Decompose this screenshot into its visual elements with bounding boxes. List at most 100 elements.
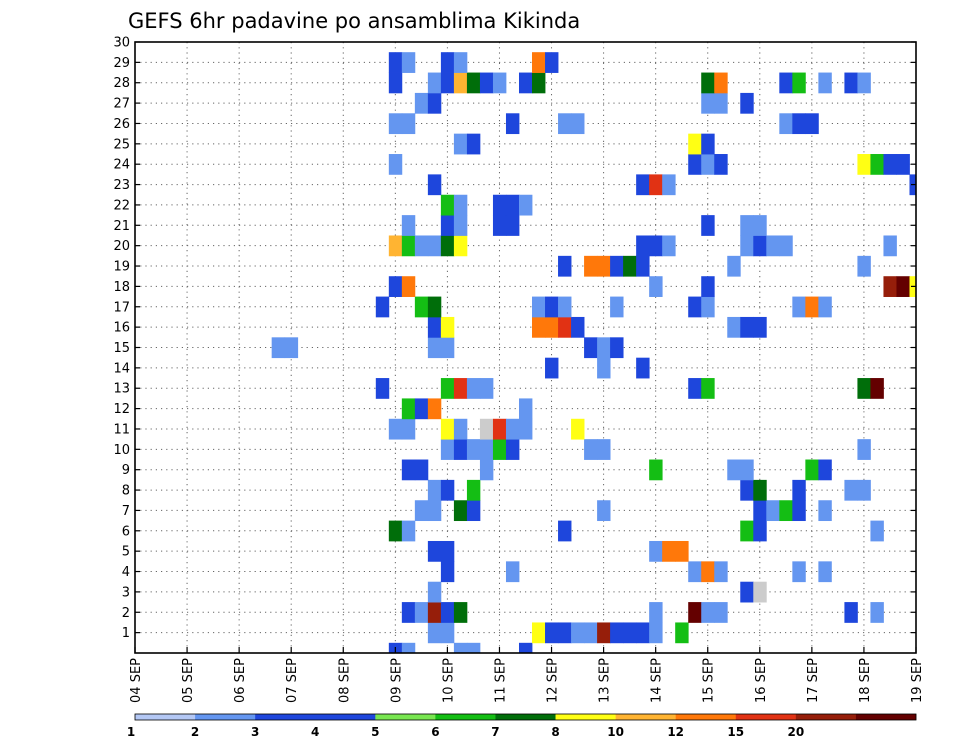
x-tick-label: 08 SEP xyxy=(337,658,352,703)
heatmap-cell xyxy=(818,500,832,522)
heatmap-cell xyxy=(701,296,715,318)
heatmap-cell xyxy=(896,154,910,175)
heatmap-cell xyxy=(688,561,702,583)
heatmap-cell xyxy=(440,479,455,501)
heatmap-cell xyxy=(440,378,455,399)
x-tick-label: 12 SEP xyxy=(546,658,561,703)
heatmap-cell xyxy=(440,602,455,623)
heatmap-cell xyxy=(584,337,598,359)
y-tick-label: 27 xyxy=(113,97,130,112)
heatmap-cell xyxy=(675,622,689,644)
heatmap-cell xyxy=(818,296,832,318)
heatmap-cell xyxy=(740,581,754,603)
heatmap-cell xyxy=(857,154,871,175)
heatmap-cell xyxy=(401,602,416,623)
heatmap-cell xyxy=(505,418,520,440)
y-tick-label: 6 xyxy=(122,524,130,539)
colorbar-label: 5 xyxy=(371,725,379,739)
heatmap-cell xyxy=(440,235,455,257)
heatmap-cell xyxy=(857,479,871,501)
heatmap-cell xyxy=(701,133,715,155)
y-tick-label: 17 xyxy=(113,300,130,315)
heatmap-cell xyxy=(440,72,455,94)
heatmap-cell xyxy=(505,194,520,216)
y-tick-label: 20 xyxy=(113,239,130,254)
heatmap-cell xyxy=(792,500,806,522)
heatmap-cell xyxy=(466,72,481,94)
heatmap-cell xyxy=(532,52,546,73)
y-tick-label: 18 xyxy=(113,280,130,295)
heatmap-cell xyxy=(857,72,871,94)
heatmap-cell xyxy=(727,459,741,481)
heatmap-cell xyxy=(792,561,806,583)
colorbar-segment xyxy=(315,714,376,720)
heatmap-cell xyxy=(792,479,806,501)
heatmap-cell xyxy=(701,276,715,297)
heatmap-cell xyxy=(375,296,390,318)
heatmap-cell xyxy=(427,296,442,318)
heatmap-cell xyxy=(453,72,468,94)
heatmap-cell xyxy=(505,561,520,583)
colorbar-label: 4 xyxy=(311,725,319,739)
heatmap-cell xyxy=(427,479,442,501)
colorbar-legend: 1 2 3 4 5 6 7 8 10 12 15 20 xyxy=(127,713,917,739)
heatmap-cell xyxy=(597,439,611,460)
cells-layer xyxy=(271,52,917,654)
heatmap-cell xyxy=(466,439,481,460)
heatmap-cell xyxy=(662,235,676,257)
y-tick-label: 16 xyxy=(113,321,130,336)
heatmap-cell xyxy=(440,194,455,216)
heatmap-cell xyxy=(401,276,416,297)
heatmap-cell xyxy=(505,113,520,135)
heatmap-cell xyxy=(636,255,650,277)
heatmap-cell xyxy=(388,113,403,135)
heatmap-cell xyxy=(597,357,611,379)
heatmap-cell xyxy=(440,215,455,236)
heatmap-cell xyxy=(388,52,403,73)
heatmap-cell xyxy=(532,296,546,318)
heatmap-cell xyxy=(427,622,442,644)
heatmap-cell xyxy=(883,235,897,257)
heatmap-cell xyxy=(558,520,572,542)
heatmap-cell xyxy=(779,500,793,522)
heatmap-cell xyxy=(440,418,455,440)
x-tick-label: 05 SEP xyxy=(181,658,196,703)
heatmap-cell xyxy=(844,72,858,94)
heatmap-cell xyxy=(584,622,598,644)
grid-layer xyxy=(135,42,917,653)
heatmap-cell xyxy=(427,500,442,522)
heatmap-cell xyxy=(479,459,494,481)
heatmap-cell xyxy=(662,174,676,196)
heatmap-cell xyxy=(870,602,884,623)
heatmap-cell xyxy=(401,642,416,654)
heatmap-cell xyxy=(427,602,442,623)
heatmap-cell xyxy=(453,378,468,399)
heatmap-cell xyxy=(818,459,832,481)
colorbar-segment xyxy=(435,714,496,720)
colorbar-label: 7 xyxy=(491,725,499,739)
heatmap-cell xyxy=(440,540,455,562)
y-tick-label: 13 xyxy=(113,382,130,397)
heatmap-cell xyxy=(753,479,767,501)
heatmap-cell xyxy=(688,296,702,318)
heatmap-cell xyxy=(740,520,754,542)
heatmap-cell xyxy=(623,622,637,644)
heatmap-cell xyxy=(753,520,767,542)
heatmap-cell xyxy=(571,622,585,644)
y-tick-label: 19 xyxy=(113,260,130,275)
heatmap-cell xyxy=(766,235,780,257)
heatmap-cell xyxy=(453,215,468,236)
colorbar-segment xyxy=(795,714,857,720)
chart-title: GEFS 6hr padavine po ansamblima Kikinda xyxy=(128,9,580,33)
x-tick-label: 15 SEP xyxy=(702,658,717,703)
heatmap-cell xyxy=(857,439,871,460)
heatmap-cell xyxy=(753,500,767,522)
heatmap-cell xyxy=(701,92,715,114)
heatmap-cell xyxy=(479,439,494,460)
heatmap-cell xyxy=(740,316,754,338)
heatmap-cell xyxy=(427,337,442,359)
heatmap-cell xyxy=(805,296,819,318)
y-tick-label: 12 xyxy=(113,402,130,417)
heatmap-cell xyxy=(688,154,702,175)
